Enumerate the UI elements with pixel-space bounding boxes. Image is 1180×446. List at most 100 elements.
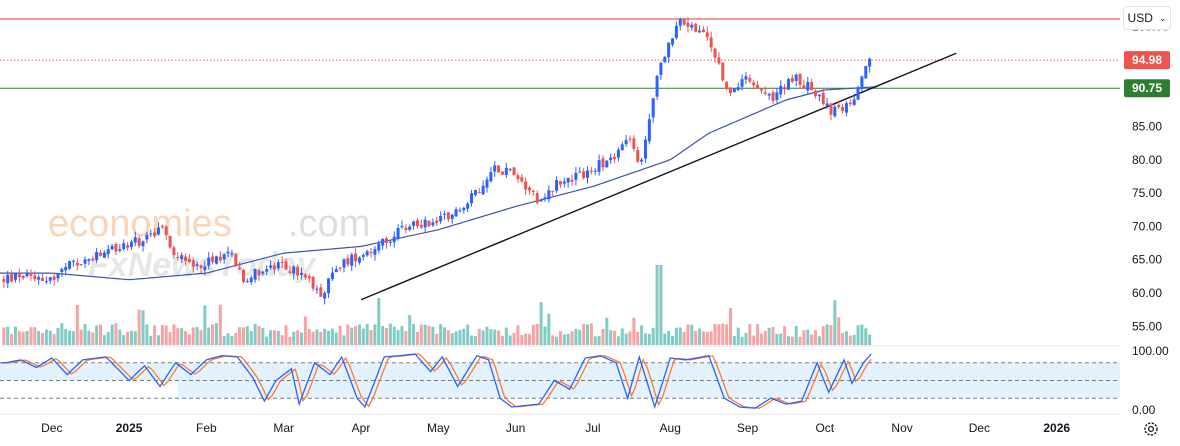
candle-body — [87, 259, 91, 261]
price-tick-label: 60.00 — [1132, 286, 1162, 300]
candle-body — [226, 251, 230, 254]
volume-bar — [245, 326, 249, 345]
volume-bar — [690, 324, 694, 345]
volume-bar — [269, 330, 273, 345]
volume-bar — [79, 329, 83, 345]
volume-bar — [385, 328, 389, 345]
volume-bar — [253, 323, 257, 345]
volume-bar — [160, 324, 164, 345]
volume-bar — [728, 308, 732, 345]
time-tick-label: Oct — [815, 421, 834, 435]
candle-body — [288, 271, 292, 273]
volume-bar — [346, 324, 350, 345]
time-tick-label: Sep — [737, 421, 759, 435]
gear-icon[interactable] — [1142, 420, 1160, 438]
candle-body — [667, 42, 671, 58]
volume-bar — [547, 313, 551, 345]
volume-bar — [184, 331, 188, 345]
candle-body — [574, 172, 578, 180]
volume-bar — [825, 324, 829, 345]
candle-body — [71, 260, 75, 262]
candle-body — [172, 247, 176, 256]
price-tick-label: 75.00 — [1132, 186, 1162, 200]
candle-body — [346, 258, 350, 265]
candle-body — [485, 179, 489, 188]
moving-average-line — [0, 86, 877, 281]
watermark-logo-com: .com — [288, 203, 370, 245]
candle-body — [589, 170, 593, 172]
candle-body — [269, 265, 273, 268]
level-badge — [1124, 79, 1170, 98]
candle-body — [377, 243, 381, 251]
candle-body — [292, 266, 296, 274]
volume-bar — [137, 309, 141, 345]
volume-bar — [307, 328, 311, 345]
volume-bar — [643, 333, 647, 345]
volume-bar — [110, 324, 114, 345]
volume-bar — [439, 324, 443, 345]
volume-bar — [694, 330, 698, 345]
candle-body — [605, 160, 609, 168]
volume-bar — [524, 333, 528, 345]
candle-body — [860, 76, 864, 89]
candle-body — [508, 169, 512, 171]
volume-bar — [365, 323, 369, 345]
volume-bar — [257, 326, 261, 345]
volume-bar — [752, 335, 756, 345]
candle-body — [659, 62, 663, 75]
candle-body — [392, 236, 396, 243]
volume-bar — [29, 327, 33, 345]
candle-body — [137, 238, 141, 246]
volume-bar — [852, 334, 856, 345]
candle-body — [222, 254, 226, 260]
candle-body — [207, 257, 211, 266]
candle-body — [184, 256, 188, 261]
volume-bar — [848, 335, 852, 345]
volume-bar — [759, 333, 763, 345]
candle-body — [350, 254, 354, 266]
volume-bar — [686, 324, 690, 345]
candle-body — [64, 267, 68, 271]
candle-body — [330, 272, 334, 280]
volume-bar — [315, 329, 319, 345]
candle-body — [419, 224, 423, 228]
volume-bar — [698, 328, 702, 345]
volume-bar — [71, 331, 75, 345]
candle-body — [60, 269, 64, 273]
volume-bars — [2, 265, 872, 345]
volume-bar — [570, 331, 574, 345]
volume-bar — [238, 327, 242, 345]
volume-bar — [2, 327, 6, 345]
candle-body — [75, 262, 79, 266]
volume-bar — [806, 329, 810, 345]
candle-body — [133, 237, 137, 243]
currency-selector[interactable]: USD ⌄ — [1123, 6, 1171, 30]
candle-body — [558, 181, 562, 185]
volume-bar — [48, 330, 52, 345]
volume-bar — [659, 265, 663, 345]
volume-bar — [817, 336, 821, 345]
oscillator-axis: 100.00 0.00 — [1132, 344, 1169, 417]
candle-body — [199, 265, 203, 269]
volume-bar — [748, 324, 752, 345]
volume-bar — [667, 330, 671, 345]
volume-bar — [516, 325, 520, 345]
candle-body — [299, 272, 303, 275]
volume-bar — [41, 332, 45, 345]
time-axis: Dec 2025 Feb Mar Apr May Jun Jul Aug Sep Oct Nov Dec… — [0, 413, 1120, 435]
candle-body — [6, 274, 10, 284]
candle-body — [613, 156, 617, 160]
candle-body — [663, 56, 667, 63]
time-tick-label: Jul — [585, 421, 600, 435]
candle-body — [848, 102, 852, 105]
volume-bar — [10, 334, 14, 345]
volume-bar — [17, 331, 21, 345]
candle-body — [102, 252, 106, 258]
volume-bar — [60, 323, 64, 345]
candle-body — [230, 253, 234, 255]
candle-body — [400, 225, 404, 228]
candle-body — [25, 273, 29, 277]
volume-bar — [582, 323, 586, 345]
candle-body — [307, 276, 311, 279]
